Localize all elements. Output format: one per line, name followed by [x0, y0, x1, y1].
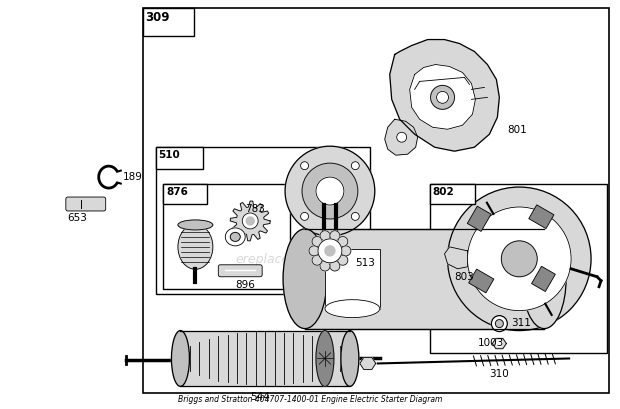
Ellipse shape — [341, 331, 359, 387]
Circle shape — [309, 246, 319, 256]
Circle shape — [352, 162, 359, 170]
Text: 653: 653 — [67, 212, 87, 222]
Text: 189: 189 — [123, 172, 143, 182]
Text: 801: 801 — [507, 125, 527, 135]
Ellipse shape — [230, 233, 240, 242]
Text: 309: 309 — [146, 11, 170, 24]
Circle shape — [341, 246, 351, 256]
Ellipse shape — [172, 331, 189, 387]
Circle shape — [448, 188, 591, 331]
Circle shape — [436, 92, 448, 104]
Circle shape — [312, 256, 322, 265]
Text: ereplacementparts.com: ereplacementparts.com — [235, 253, 385, 266]
Bar — [469, 270, 494, 293]
Polygon shape — [230, 202, 270, 241]
Text: 510: 510 — [159, 150, 180, 160]
Bar — [143, 9, 609, 393]
Bar — [430, 184, 607, 354]
Text: 311: 311 — [512, 317, 531, 327]
Circle shape — [325, 246, 335, 256]
Bar — [156, 148, 203, 170]
Polygon shape — [360, 357, 376, 370]
Polygon shape — [445, 247, 467, 269]
Text: 803: 803 — [454, 271, 474, 281]
FancyBboxPatch shape — [218, 265, 262, 277]
Text: 783: 783 — [246, 204, 265, 213]
Circle shape — [397, 133, 407, 143]
Circle shape — [330, 261, 340, 271]
Circle shape — [301, 213, 309, 221]
Bar — [164, 184, 290, 289]
FancyBboxPatch shape — [66, 198, 105, 211]
Bar — [467, 207, 491, 232]
Circle shape — [492, 316, 507, 332]
Circle shape — [285, 147, 374, 236]
Ellipse shape — [522, 229, 566, 329]
Circle shape — [312, 237, 322, 247]
Bar — [164, 184, 207, 204]
Circle shape — [497, 341, 502, 347]
Circle shape — [302, 164, 358, 219]
Circle shape — [352, 213, 359, 221]
Bar — [156, 148, 370, 294]
Circle shape — [320, 231, 330, 241]
Text: 513: 513 — [355, 257, 374, 267]
Circle shape — [318, 239, 342, 263]
Text: 1003: 1003 — [477, 337, 503, 347]
Text: 896: 896 — [235, 279, 255, 289]
Text: 310: 310 — [489, 369, 509, 378]
Text: 802: 802 — [433, 187, 454, 197]
Circle shape — [467, 207, 571, 311]
Circle shape — [495, 320, 503, 328]
Text: 876: 876 — [167, 187, 188, 197]
Circle shape — [502, 241, 537, 277]
Ellipse shape — [225, 228, 246, 246]
Bar — [180, 331, 350, 387]
Circle shape — [338, 256, 348, 265]
Circle shape — [316, 178, 344, 205]
Circle shape — [330, 231, 340, 241]
Ellipse shape — [178, 220, 213, 230]
Ellipse shape — [316, 331, 334, 387]
Polygon shape — [385, 120, 418, 156]
Text: 544: 544 — [250, 391, 270, 401]
Bar — [305, 229, 544, 329]
Circle shape — [242, 213, 258, 229]
Ellipse shape — [283, 229, 327, 329]
Bar — [143, 9, 195, 36]
Circle shape — [320, 261, 330, 271]
Bar — [529, 205, 554, 229]
Circle shape — [301, 162, 309, 170]
Bar — [531, 267, 556, 292]
Bar — [430, 184, 476, 204]
Polygon shape — [492, 339, 507, 349]
Ellipse shape — [325, 300, 380, 318]
Text: Briggs and Stratton 404707-1400-01 Engine Electric Starter Diagram: Briggs and Stratton 404707-1400-01 Engin… — [178, 394, 442, 403]
Circle shape — [431, 86, 454, 110]
Ellipse shape — [178, 225, 213, 270]
Polygon shape — [390, 40, 499, 152]
Polygon shape — [410, 65, 476, 130]
Bar — [325, 249, 380, 309]
Circle shape — [338, 237, 348, 247]
Circle shape — [246, 218, 254, 225]
